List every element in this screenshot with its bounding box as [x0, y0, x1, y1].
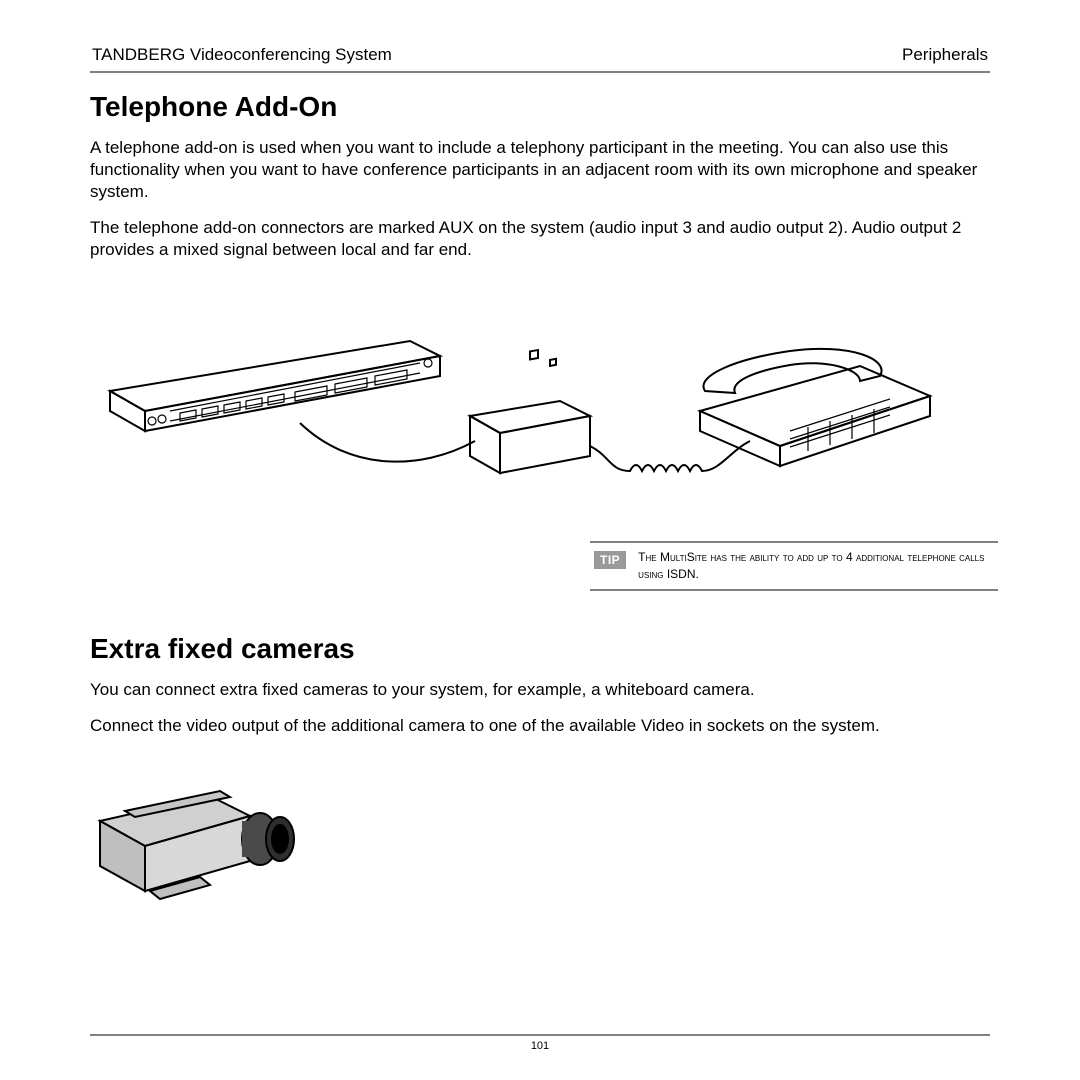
figure-camera	[90, 751, 310, 911]
telephone-addon-diagram	[90, 281, 990, 511]
footer: 101	[90, 1034, 990, 1052]
footer-rule	[90, 1034, 990, 1036]
page-number: 101	[90, 1040, 990, 1052]
figure-telephone-addon	[90, 281, 990, 541]
page: TANDBERG Videoconferencing System Periph…	[0, 0, 1080, 1080]
tip-text: The MultiSite has the ability to add up …	[638, 549, 994, 583]
tip-callout: TIP The MultiSite has the ability to add…	[590, 541, 998, 591]
section1-p1: A telephone add-on is used when you want…	[90, 137, 990, 203]
section2-p2: Connect the video output of the addition…	[90, 715, 990, 737]
camera-diagram	[90, 751, 310, 911]
header-right: Peripherals	[902, 45, 988, 65]
header-rule	[90, 71, 990, 73]
tip-badge: TIP	[594, 551, 626, 569]
header-left: TANDBERG Videoconferencing System	[92, 45, 392, 65]
section2-p1: You can connect extra fixed cameras to y…	[90, 679, 990, 701]
section1-title: Telephone Add-On	[90, 91, 990, 123]
section2-title: Extra fixed cameras	[90, 633, 990, 665]
section1-p2: The telephone add-on connectors are mark…	[90, 217, 990, 261]
running-header: TANDBERG Videoconferencing System Periph…	[90, 45, 990, 71]
